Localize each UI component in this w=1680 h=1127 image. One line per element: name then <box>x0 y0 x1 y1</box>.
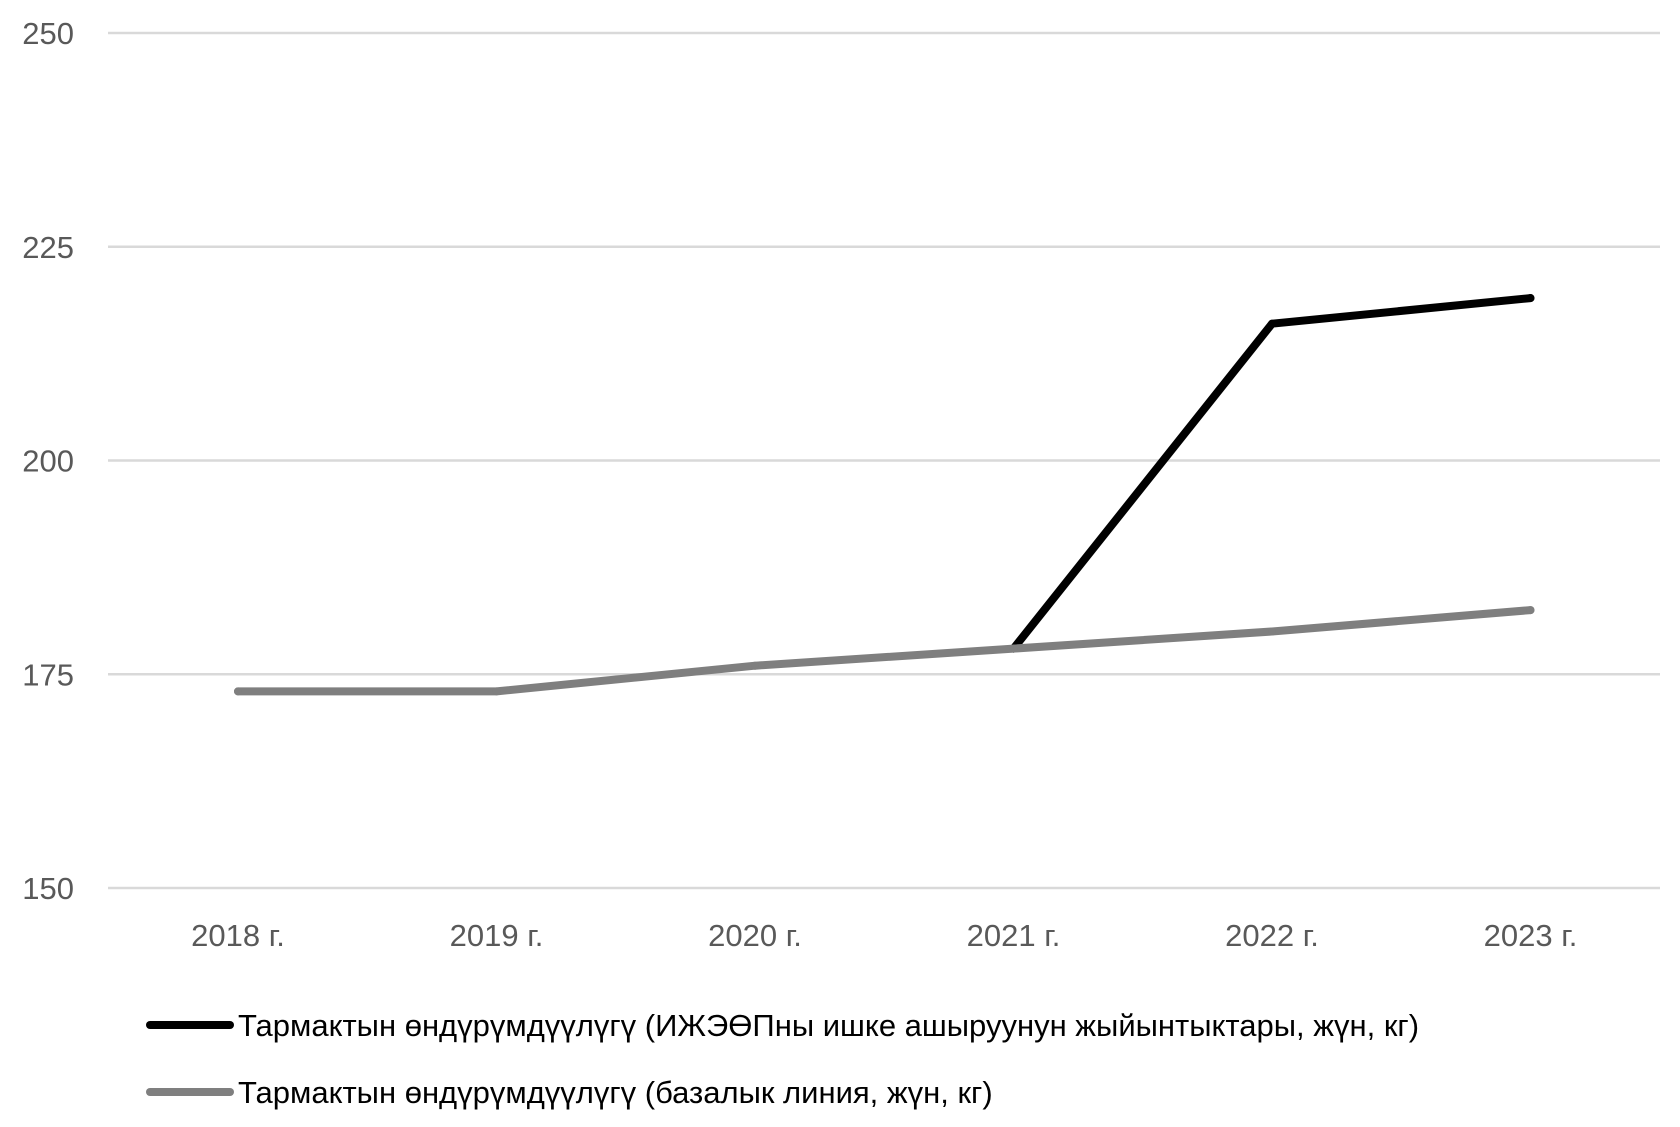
data-point <box>1268 319 1276 328</box>
x-tick-label: 2021 г. <box>967 918 1061 953</box>
data-point <box>492 687 501 696</box>
y-tick-label: 200 <box>22 444 74 479</box>
y-tick-label: 225 <box>22 230 74 265</box>
x-axis-tick-labels: 2018 г. 2019 г. 2020 г. 2021 г. 2022 г. 2023 … <box>191 918 1577 953</box>
legend-label: Тармактын өндүрүмдүүлүгү (базалык линия,… <box>238 1075 993 1110</box>
data-point <box>1526 606 1535 615</box>
y-tick-label: 175 <box>22 657 74 692</box>
data-point <box>1268 627 1276 636</box>
data-point <box>751 661 759 670</box>
y-tick-label: 150 <box>22 871 74 906</box>
data-point <box>1526 294 1535 303</box>
x-tick-label: 2023 г. <box>1484 918 1578 953</box>
series-lines <box>234 294 1535 696</box>
x-tick-label: 2019 г. <box>450 918 544 953</box>
legend-label: Тармактын өндүрүмдүүлүгү (ИЖЭӨПны ишке а… <box>238 1008 1419 1043</box>
y-tick-label: 250 <box>22 16 74 51</box>
data-point <box>1009 644 1018 653</box>
series-line-1 <box>1009 294 1535 653</box>
y-axis-tick-labels: 150 175 200 225 250 <box>22 16 74 906</box>
x-tick-label: 2018 г. <box>191 918 285 953</box>
legend: Тармактын өндүрүмдүүлүгү (ИЖЭӨПны ишке а… <box>146 1008 1419 1110</box>
gridlines <box>108 31 1660 890</box>
x-tick-label: 2020 г. <box>708 918 802 953</box>
data-point <box>234 687 242 696</box>
x-tick-label: 2022 г. <box>1225 918 1319 953</box>
series-line-2 <box>234 606 1535 696</box>
